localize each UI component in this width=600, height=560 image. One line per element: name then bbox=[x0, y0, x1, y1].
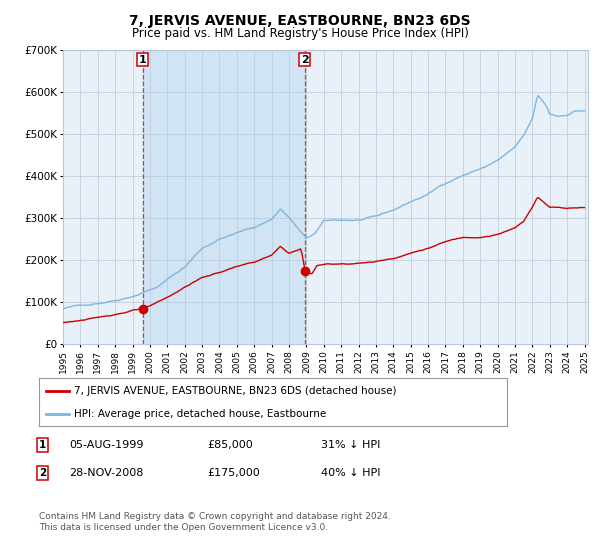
Text: HPI: Average price, detached house, Eastbourne: HPI: Average price, detached house, East… bbox=[74, 409, 326, 419]
Text: £175,000: £175,000 bbox=[207, 468, 260, 478]
Text: 31% ↓ HPI: 31% ↓ HPI bbox=[321, 440, 380, 450]
Text: 1: 1 bbox=[39, 440, 46, 450]
Text: 1: 1 bbox=[139, 55, 146, 65]
Text: 05-AUG-1999: 05-AUG-1999 bbox=[69, 440, 143, 450]
Text: Contains HM Land Registry data © Crown copyright and database right 2024.
This d: Contains HM Land Registry data © Crown c… bbox=[39, 512, 391, 532]
Text: 28-NOV-2008: 28-NOV-2008 bbox=[69, 468, 143, 478]
Text: Price paid vs. HM Land Registry's House Price Index (HPI): Price paid vs. HM Land Registry's House … bbox=[131, 27, 469, 40]
Text: 7, JERVIS AVENUE, EASTBOURNE, BN23 6DS: 7, JERVIS AVENUE, EASTBOURNE, BN23 6DS bbox=[129, 14, 471, 28]
Text: 40% ↓ HPI: 40% ↓ HPI bbox=[321, 468, 380, 478]
Text: 7, JERVIS AVENUE, EASTBOURNE, BN23 6DS (detached house): 7, JERVIS AVENUE, EASTBOURNE, BN23 6DS (… bbox=[74, 386, 397, 396]
Bar bbox=[143, 50, 305, 344]
Text: 2: 2 bbox=[39, 468, 46, 478]
Text: 2: 2 bbox=[301, 55, 308, 65]
Text: £85,000: £85,000 bbox=[207, 440, 253, 450]
